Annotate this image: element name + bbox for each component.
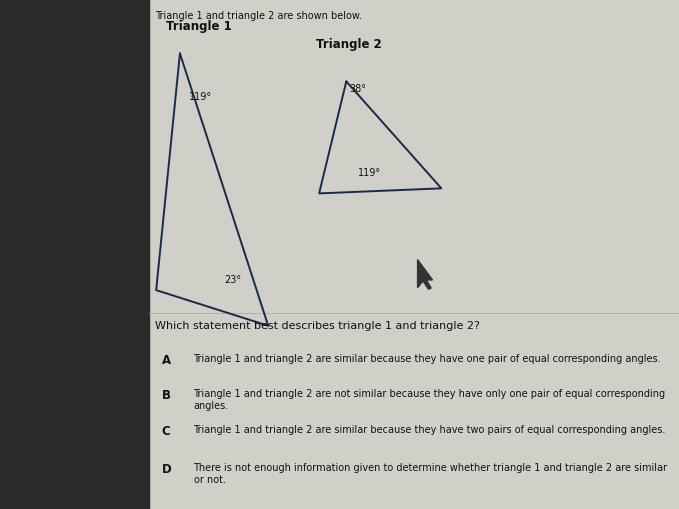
Text: Triangle 1 and triangle 2 are not similar because they have only one pair of equ: Triangle 1 and triangle 2 are not simila… bbox=[194, 389, 665, 411]
Text: 38°: 38° bbox=[350, 84, 367, 94]
Bar bbox=[0, 0, 149, 509]
Text: 119°: 119° bbox=[358, 168, 381, 178]
Text: B: B bbox=[162, 389, 170, 403]
Text: A: A bbox=[162, 354, 170, 367]
Text: D: D bbox=[162, 463, 171, 476]
Text: C: C bbox=[162, 425, 170, 438]
Text: Which statement best describes triangle 1 and triangle 2?: Which statement best describes triangle … bbox=[155, 321, 479, 331]
Text: Triangle 2: Triangle 2 bbox=[316, 38, 382, 51]
Text: Triangle 1: Triangle 1 bbox=[166, 20, 232, 33]
Text: Triangle 1 and triangle 2 are shown below.: Triangle 1 and triangle 2 are shown belo… bbox=[155, 11, 362, 21]
Text: 23°: 23° bbox=[224, 275, 241, 285]
Text: Triangle 1 and triangle 2 are similar because they have one pair of equal corres: Triangle 1 and triangle 2 are similar be… bbox=[194, 354, 661, 364]
Polygon shape bbox=[418, 260, 433, 289]
Text: 119°: 119° bbox=[189, 92, 212, 102]
Text: There is not enough information given to determine whether triangle 1 and triang: There is not enough information given to… bbox=[194, 463, 667, 485]
Text: Triangle 1 and triangle 2 are similar because they have two pairs of equal corre: Triangle 1 and triangle 2 are similar be… bbox=[194, 425, 666, 435]
